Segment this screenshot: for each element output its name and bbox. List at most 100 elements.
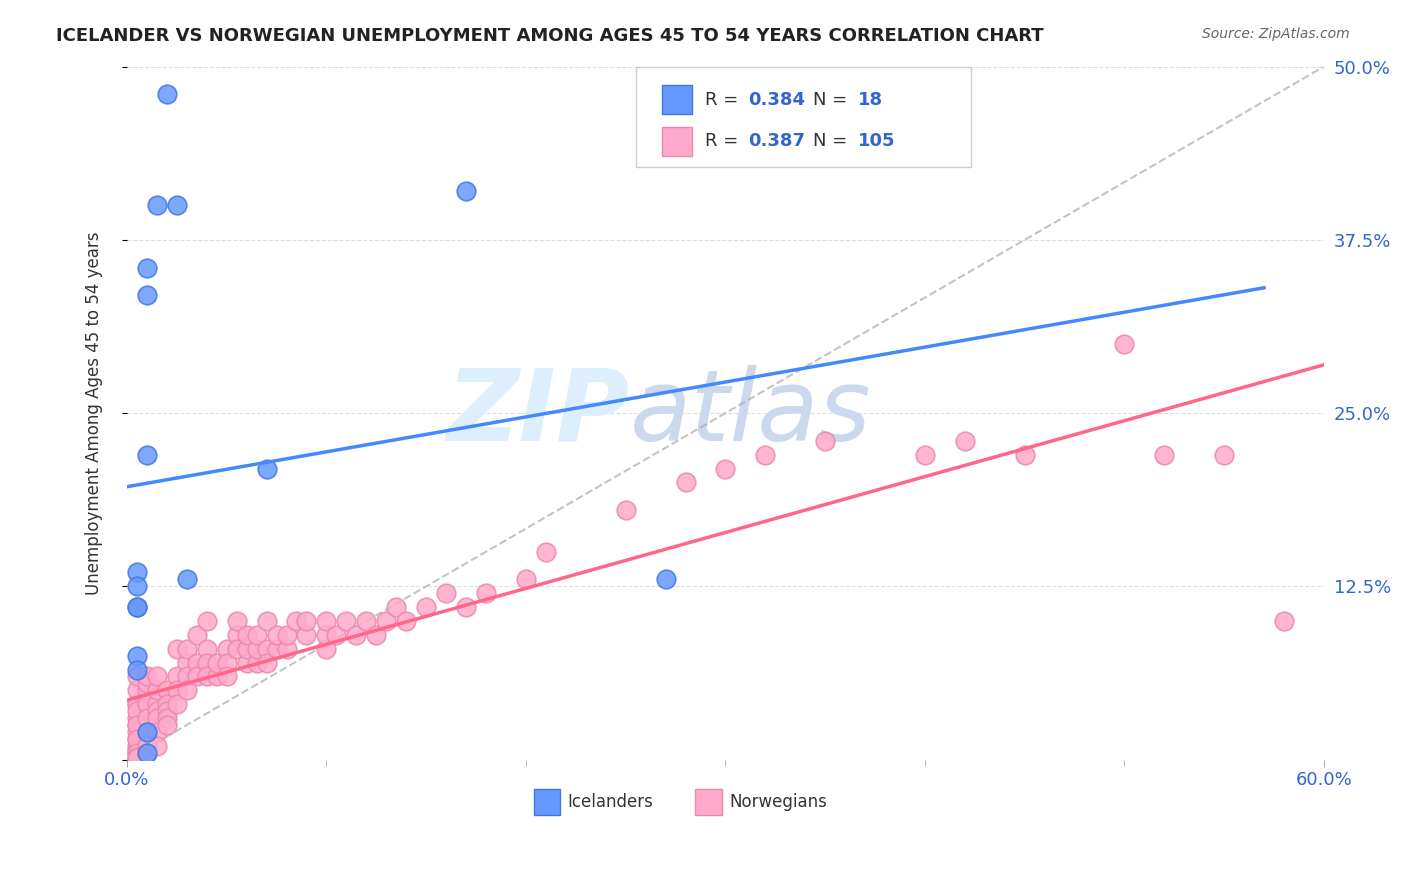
Point bbox=[176, 573, 198, 587]
Point bbox=[315, 628, 337, 642]
Point bbox=[225, 641, 247, 656]
Point bbox=[166, 683, 188, 698]
Point bbox=[256, 656, 278, 670]
Point bbox=[125, 746, 148, 760]
Point bbox=[454, 185, 477, 199]
Point bbox=[125, 725, 148, 739]
Point bbox=[1272, 614, 1295, 628]
Point bbox=[654, 573, 676, 587]
Point bbox=[344, 628, 367, 642]
Point bbox=[266, 641, 288, 656]
Point bbox=[475, 586, 498, 600]
Text: 0.387: 0.387 bbox=[748, 132, 806, 150]
Point bbox=[125, 741, 148, 756]
Point bbox=[1114, 336, 1136, 351]
Point bbox=[195, 656, 218, 670]
Point bbox=[195, 641, 218, 656]
Point bbox=[135, 669, 157, 683]
Point bbox=[186, 669, 208, 683]
FancyBboxPatch shape bbox=[636, 67, 970, 167]
Point bbox=[125, 718, 148, 732]
Point bbox=[325, 628, 347, 642]
Point bbox=[146, 711, 169, 725]
Point bbox=[125, 718, 148, 732]
Point bbox=[125, 749, 148, 764]
Point bbox=[245, 641, 267, 656]
Point bbox=[195, 614, 218, 628]
Point bbox=[125, 648, 148, 663]
Point bbox=[276, 628, 298, 642]
Point bbox=[953, 434, 976, 448]
Point bbox=[166, 198, 188, 212]
Point bbox=[186, 656, 208, 670]
Point bbox=[1153, 448, 1175, 462]
Point bbox=[814, 434, 837, 448]
Point bbox=[166, 641, 188, 656]
Point bbox=[375, 614, 398, 628]
Point bbox=[135, 683, 157, 698]
Point bbox=[215, 656, 238, 670]
Text: 105: 105 bbox=[858, 132, 896, 150]
Text: Norwegians: Norwegians bbox=[728, 793, 827, 811]
Point bbox=[256, 461, 278, 475]
Point bbox=[146, 725, 169, 739]
Point bbox=[675, 475, 697, 490]
Point bbox=[235, 656, 257, 670]
Point bbox=[266, 628, 288, 642]
Point bbox=[245, 628, 267, 642]
Point bbox=[614, 503, 637, 517]
Point bbox=[125, 600, 148, 615]
Point bbox=[125, 697, 148, 711]
Point bbox=[146, 739, 169, 753]
Point bbox=[125, 746, 148, 760]
Point bbox=[215, 641, 238, 656]
Point bbox=[125, 731, 148, 746]
Point bbox=[135, 288, 157, 302]
Point bbox=[176, 683, 198, 698]
Point bbox=[235, 641, 257, 656]
Point bbox=[285, 614, 308, 628]
Point bbox=[125, 711, 148, 725]
Text: N =: N = bbox=[813, 90, 853, 109]
Point bbox=[146, 198, 169, 212]
Point bbox=[135, 746, 157, 760]
Point bbox=[176, 641, 198, 656]
Text: 0.384: 0.384 bbox=[748, 90, 806, 109]
Point bbox=[385, 600, 408, 615]
FancyBboxPatch shape bbox=[662, 127, 692, 155]
Point bbox=[146, 683, 169, 698]
Point bbox=[245, 656, 267, 670]
Point bbox=[125, 704, 148, 718]
Point bbox=[125, 669, 148, 683]
Text: Icelanders: Icelanders bbox=[568, 793, 654, 811]
Point bbox=[366, 628, 388, 642]
Point bbox=[125, 731, 148, 746]
Point bbox=[276, 641, 298, 656]
Point bbox=[135, 697, 157, 711]
FancyBboxPatch shape bbox=[696, 789, 721, 815]
Point bbox=[754, 448, 776, 462]
Point bbox=[146, 669, 169, 683]
Point bbox=[125, 751, 148, 765]
Point bbox=[125, 739, 148, 753]
Point bbox=[135, 725, 157, 739]
FancyBboxPatch shape bbox=[534, 789, 560, 815]
Point bbox=[125, 683, 148, 698]
Text: R =: R = bbox=[704, 132, 744, 150]
Point bbox=[125, 566, 148, 580]
Point bbox=[125, 600, 148, 615]
Point bbox=[166, 669, 188, 683]
Point bbox=[434, 586, 457, 600]
Point bbox=[135, 676, 157, 690]
Point bbox=[176, 669, 198, 683]
Point bbox=[135, 711, 157, 725]
Point bbox=[454, 600, 477, 615]
Point bbox=[166, 697, 188, 711]
FancyBboxPatch shape bbox=[662, 85, 692, 114]
Point bbox=[335, 614, 357, 628]
Point bbox=[146, 697, 169, 711]
Point bbox=[156, 697, 179, 711]
Point bbox=[135, 725, 157, 739]
Text: ZIP: ZIP bbox=[447, 365, 630, 461]
Text: atlas: atlas bbox=[630, 365, 872, 461]
